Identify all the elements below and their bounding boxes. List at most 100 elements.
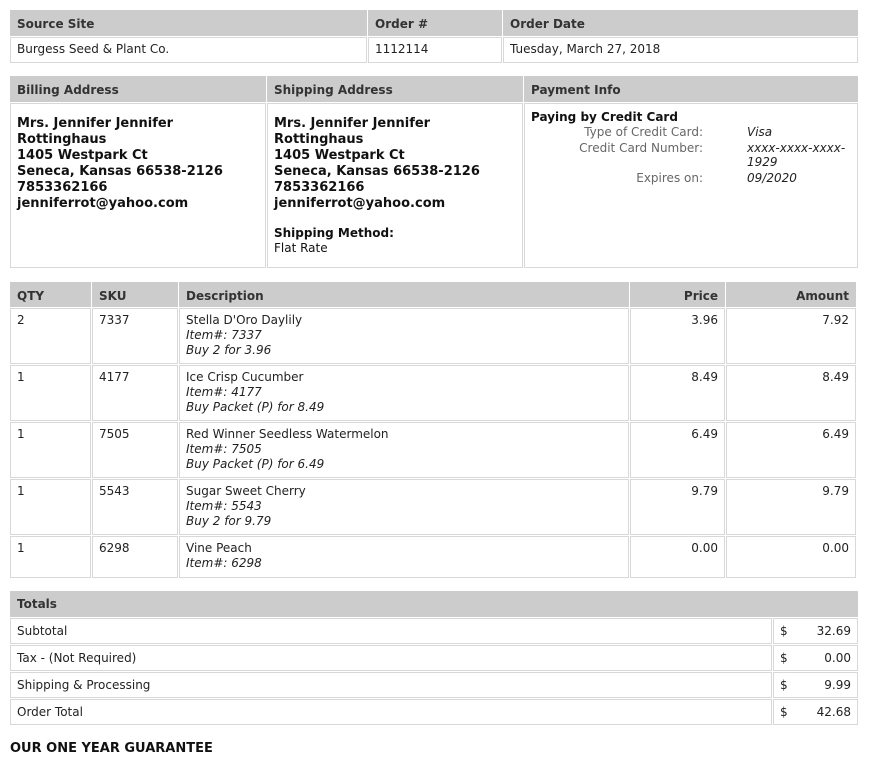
billing-city: Seneca, Kansas 66538-2126 <box>17 164 223 179</box>
item-offer: Buy 2 for 3.96 <box>186 343 272 357</box>
item-qty: 1 <box>10 422 91 478</box>
item-name: Ice Crisp Cucumber <box>186 370 304 384</box>
shipping-method-label: Shipping Method: <box>274 226 394 240</box>
guarantee-heading: OUR ONE YEAR GUARANTEE <box>10 741 213 756</box>
item-number: Item#: 7505 <box>186 442 262 456</box>
totals-value: 32.69 <box>816 624 851 638</box>
card-number: xxxx-xxxx-xxxx-1929 <box>747 141 846 169</box>
item-sku: 6298 <box>92 536 178 578</box>
item-qty: 1 <box>10 479 91 535</box>
totals-value-cell: $ 0.00 <box>773 645 858 671</box>
header-payment: Payment Info <box>524 76 858 102</box>
item-number: Item#: 7337 <box>186 328 262 342</box>
item-amount: 8.49 <box>726 365 856 421</box>
item-qty: 1 <box>10 365 91 421</box>
header-amount: Amount <box>726 282 856 307</box>
totals-value-cell: $ 32.69 <box>773 618 858 644</box>
shipping-email: jenniferrot@yahoo.com <box>274 196 446 211</box>
items-table: QTY SKU Description Price Amount 2 7337 … <box>10 282 858 578</box>
item-sku: 7505 <box>92 422 178 478</box>
currency-symbol: $ <box>780 624 788 638</box>
item-row: 1 4177 Ice Crisp Cucumber Item#: 4177 Bu… <box>10 365 858 421</box>
totals-value: 42.68 <box>816 705 851 719</box>
item-price: 9.79 <box>630 479 725 535</box>
item-number: Item#: 6298 <box>186 556 262 570</box>
totals-value: 9.99 <box>824 678 851 692</box>
totals-table: Totals Subtotal $ 32.69 Tax - (Not Requi… <box>10 591 858 725</box>
item-sku: 7337 <box>92 308 178 364</box>
item-price: 8.49 <box>630 365 725 421</box>
totals-label: Tax - (Not Required) <box>10 645 772 671</box>
totals-row: Subtotal $ 32.69 <box>10 618 858 644</box>
item-row: 1 7505 Red Winner Seedless Watermelon It… <box>10 422 858 478</box>
header-shipping: Shipping Address <box>267 76 523 102</box>
header-order-date: Order Date <box>503 10 858 36</box>
currency-symbol: $ <box>780 651 788 665</box>
item-price: 3.96 <box>630 308 725 364</box>
totals-row: Order Total $ 42.68 <box>10 699 858 725</box>
item-sku: 5543 <box>92 479 178 535</box>
item-amount: 7.92 <box>726 308 856 364</box>
item-qty: 1 <box>10 536 91 578</box>
totals-row: Shipping & Processing $ 9.99 <box>10 672 858 698</box>
shipping-city: Seneca, Kansas 66538-2126 <box>274 164 480 179</box>
order-date: Tuesday, March 27, 2018 <box>503 37 858 63</box>
source-site: Burgess Seed & Plant Co. <box>10 37 367 63</box>
billing-surname: Rottinghaus <box>17 132 107 147</box>
item-number: Item#: 5543 <box>186 499 262 513</box>
item-name: Stella D'Oro Daylily <box>186 313 303 327</box>
item-row: 2 7337 Stella D'Oro Daylily Item#: 7337 … <box>10 308 858 364</box>
card-type: Visa <box>747 125 773 139</box>
item-amount: 6.49 <box>726 422 856 478</box>
shipping-name: Mrs. Jennifer Jennifer <box>274 116 431 131</box>
card-number-label: Credit Card Number: <box>579 141 703 155</box>
expires-label: Expires on: <box>636 171 703 185</box>
header-source-site: Source Site <box>10 10 367 36</box>
header-totals: Totals <box>10 591 858 617</box>
item-description: Sugar Sweet Cherry Item#: 5543 Buy 2 for… <box>179 479 629 535</box>
item-row: 1 5543 Sugar Sweet Cherry Item#: 5543 Bu… <box>10 479 858 535</box>
totals-value-cell: $ 9.99 <box>773 672 858 698</box>
totals-label: Shipping & Processing <box>10 672 772 698</box>
item-description: Stella D'Oro Daylily Item#: 7337 Buy 2 f… <box>179 308 629 364</box>
item-name: Sugar Sweet Cherry <box>186 484 306 498</box>
currency-symbol: $ <box>780 705 788 719</box>
billing-phone: 7853362166 <box>17 180 108 195</box>
shipping-address: Mrs. Jennifer Jennifer Rottinghaus 1405 … <box>267 103 523 268</box>
order-summary-table: Source Site Order # Order Date Burgess S… <box>10 10 858 63</box>
header-description: Description <box>179 282 629 307</box>
item-sku: 4177 <box>92 365 178 421</box>
item-number: Item#: 4177 <box>186 385 262 399</box>
totals-value-cell: $ 42.68 <box>773 699 858 725</box>
item-name: Red Winner Seedless Watermelon <box>186 427 389 441</box>
shipping-street: 1405 Westpark Ct <box>274 148 405 163</box>
expires: 09/2020 <box>747 171 797 185</box>
billing-street: 1405 Westpark Ct <box>17 148 148 163</box>
totals-label: Order Total <box>10 699 772 725</box>
shipping-phone: 7853362166 <box>274 180 365 195</box>
address-table: Billing Address Shipping Address Payment… <box>10 76 858 268</box>
totals-row: Tax - (Not Required) $ 0.00 <box>10 645 858 671</box>
header-qty: QTY <box>10 282 91 307</box>
totals-label: Subtotal <box>10 618 772 644</box>
item-row: 1 6298 Vine Peach Item#: 6298 0.00 0.00 <box>10 536 858 578</box>
item-description: Ice Crisp Cucumber Item#: 4177 Buy Packe… <box>179 365 629 421</box>
item-price: 0.00 <box>630 536 725 578</box>
payment-title: Paying by Credit Card <box>531 110 678 124</box>
item-amount: 0.00 <box>726 536 856 578</box>
header-billing: Billing Address <box>10 76 266 102</box>
item-description: Vine Peach Item#: 6298 <box>179 536 629 578</box>
currency-symbol: $ <box>780 678 788 692</box>
header-price: Price <box>630 282 725 307</box>
item-offer: Buy 2 for 9.79 <box>186 514 272 528</box>
billing-name: Mrs. Jennifer Jennifer <box>17 116 174 131</box>
billing-address: Mrs. Jennifer Jennifer Rottinghaus 1405 … <box>10 103 266 268</box>
item-offer: Buy Packet (P) for 6.49 <box>186 457 325 471</box>
order-number: 1112114 <box>368 37 502 63</box>
totals-value: 0.00 <box>824 651 851 665</box>
item-description: Red Winner Seedless Watermelon Item#: 75… <box>179 422 629 478</box>
item-price: 6.49 <box>630 422 725 478</box>
header-sku: SKU <box>92 282 178 307</box>
item-offer: Buy Packet (P) for 8.49 <box>186 400 325 414</box>
item-amount: 9.79 <box>726 479 856 535</box>
